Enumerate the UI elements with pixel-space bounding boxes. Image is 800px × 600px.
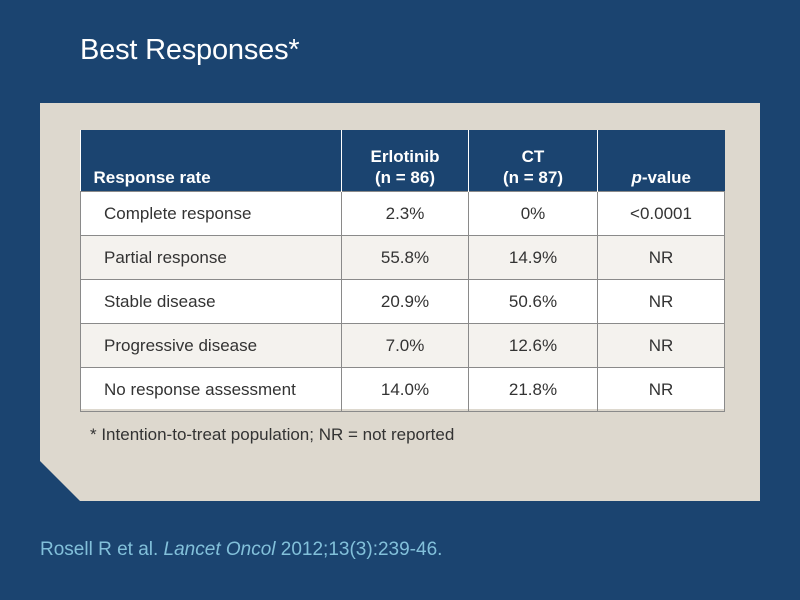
cell-ct: 50.6% — [468, 279, 598, 324]
cell-response-type: Progressive disease — [80, 323, 342, 368]
citation: Rosell R et al. Lancet Oncol 2012;13(3):… — [40, 539, 442, 561]
table-row: No response assessment 14.0% 21.8% NR — [80, 367, 725, 412]
table-row: Complete response 2.3% 0% <0.0001 — [80, 191, 725, 236]
cell-ct: 14.9% — [468, 235, 598, 280]
header-response-rate: Response rate — [80, 130, 342, 192]
table-row: Stable disease 20.9% 50.6% NR — [80, 279, 725, 324]
cell-p-value: NR — [597, 323, 725, 368]
cell-erlotinib: 7.0% — [341, 323, 469, 368]
header-label: -value — [641, 168, 692, 187]
cell-response-type: Stable disease — [80, 279, 342, 324]
header-label: Response rate — [93, 168, 211, 187]
cell-erlotinib: 20.9% — [341, 279, 469, 324]
citation-details: 2012;13(3):239-46. — [275, 539, 443, 560]
cell-response-type: No response assessment — [80, 367, 342, 412]
header-erlotinib: Erlotinib (n = 86) — [341, 130, 469, 192]
cell-erlotinib: 2.3% — [341, 191, 469, 236]
responses-table: Response rate Erlotinib (n = 86) CT (n =… — [80, 130, 725, 412]
responses-table-container: Response rate Erlotinib (n = 86) CT (n =… — [80, 130, 725, 412]
header-ct: CT (n = 87) — [468, 130, 598, 192]
cell-erlotinib: 55.8% — [341, 235, 469, 280]
header-label: CT — [521, 147, 545, 166]
cell-p-value: <0.0001 — [597, 191, 725, 236]
cell-ct: 21.8% — [468, 367, 598, 412]
table-row: Progressive disease 7.0% 12.6% NR — [80, 323, 725, 368]
header-sublabel: (n = 86) — [375, 168, 435, 187]
header-p-value: p-value — [597, 130, 725, 192]
header-label: Erlotinib — [370, 147, 440, 166]
header-label-italic: p — [631, 168, 642, 187]
cell-ct: 0% — [468, 191, 598, 236]
cell-response-type: Complete response — [80, 191, 342, 236]
cell-ct: 12.6% — [468, 323, 598, 368]
cell-erlotinib: 14.0% — [341, 367, 469, 412]
slide-title: Best Responses* — [80, 34, 300, 66]
citation-authors: Rosell R et al. — [40, 539, 164, 560]
cell-p-value: NR — [597, 279, 725, 324]
header-sublabel: (n = 87) — [503, 168, 563, 187]
cell-p-value: NR — [597, 367, 725, 412]
table-row: Partial response 55.8% 14.9% NR — [80, 235, 725, 280]
table-header-row: Response rate Erlotinib (n = 86) CT (n =… — [80, 130, 725, 192]
cell-response-type: Partial response — [80, 235, 342, 280]
footnote: * Intention-to-treat population; NR = no… — [90, 425, 455, 444]
citation-journal: Lancet Oncol — [163, 539, 276, 560]
cell-p-value: NR — [597, 235, 725, 280]
